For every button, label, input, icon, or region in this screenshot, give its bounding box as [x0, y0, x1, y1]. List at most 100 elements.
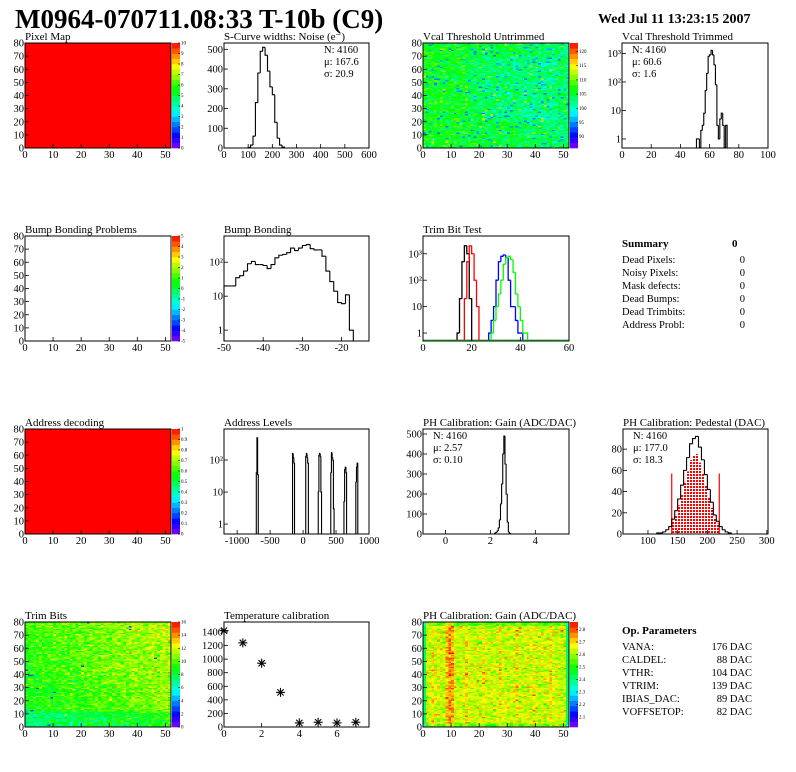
- heatmap-cell: [487, 129, 491, 132]
- heatmap-cell: [493, 123, 497, 125]
- heatmap-cell: [434, 119, 438, 121]
- heatmap-cell: [465, 50, 469, 53]
- heatmap-cell: [524, 109, 528, 112]
- heatmap-cell: [554, 66, 559, 69]
- heatmap-cell: [490, 112, 494, 115]
- heatmap-cell: [557, 115, 561, 117]
- heatmap-cell: [532, 87, 536, 90]
- heatmap-cell: [487, 60, 491, 62]
- heatmap-cell: [504, 144, 508, 146]
- heatmap-cell: [532, 52, 536, 54]
- heatmap-cell: [538, 109, 542, 112]
- heatmap-cell: [437, 91, 441, 94]
- heatmap-cell: [557, 58, 561, 61]
- heatmap-cell: [543, 117, 547, 120]
- histogram-bin: [262, 46, 266, 52]
- heatmap-cell: [456, 96, 460, 99]
- heatmap-cell: [423, 77, 427, 79]
- heatmap-cell: [470, 74, 474, 77]
- heatmap-cell: [437, 94, 441, 96]
- heatmap-cell: [535, 79, 539, 82]
- heatmap-cell: [479, 69, 483, 71]
- heatmap-cell: [493, 85, 497, 87]
- heatmap-cell: [451, 134, 455, 137]
- heatmap-cell: [563, 44, 567, 46]
- heatmap-cell: [543, 121, 547, 124]
- heatmap-cell: [507, 48, 511, 50]
- y-tick-label: 40: [612, 487, 623, 498]
- heatmap-cell: [434, 67, 438, 70]
- heatmap-cell: [552, 94, 556, 96]
- heatmap-cell: [560, 74, 564, 77]
- y-tick-label: 50: [14, 78, 25, 89]
- heatmap-cell: [425, 64, 429, 66]
- heatmap-cell: [507, 91, 511, 94]
- heatmap-cell: [465, 106, 469, 108]
- heatmap-cell: [25, 644, 29, 646]
- heatmap-cell: [462, 134, 466, 137]
- heatmap-cell: [456, 109, 460, 112]
- heatmap-cell: [473, 100, 477, 103]
- heatmap-cell: [456, 145, 460, 147]
- heatmap-cell: [510, 53, 514, 56]
- heatmap-cell: [566, 65, 570, 67]
- heatmap-cell: [465, 109, 469, 112]
- heatmap-cell: [456, 54, 460, 57]
- heatmap-cell: [423, 49, 427, 52]
- heatmap-cell: [484, 79, 488, 82]
- heatmap-cell: [521, 60, 525, 62]
- heatmap-cell: [557, 109, 561, 112]
- heatmap-cell: [554, 87, 559, 90]
- colorbar-band: [570, 137, 578, 144]
- heatmap-cell: [451, 90, 455, 92]
- heatmap-cell: [467, 77, 472, 79]
- heatmap-cell: [476, 49, 480, 52]
- heatmap-cell: [532, 67, 536, 70]
- heatmap-cell: [524, 140, 528, 142]
- heatmap-cell: [554, 100, 559, 103]
- heatmap-cell: [535, 100, 539, 103]
- heatmap-cell: [428, 102, 432, 104]
- heatmap-cell: [428, 142, 432, 145]
- heatmap-cell: [453, 121, 457, 124]
- heatmap-cell: [428, 60, 432, 62]
- heatmap-cell: [25, 670, 29, 673]
- heatmap-cell: [507, 137, 511, 140]
- heatmap-cell: [543, 57, 547, 60]
- heatmap-cell: [456, 134, 460, 137]
- heatmap-cell: [437, 109, 441, 112]
- heatmap-cell: [493, 56, 497, 58]
- heatmap-cell: [535, 127, 539, 129]
- heatmap-cell: [476, 85, 480, 87]
- heatmap-cell: [467, 81, 472, 83]
- heatmap-cell: [462, 44, 466, 46]
- heatmap-cell: [431, 50, 435, 53]
- heatmap-cell: [496, 90, 500, 92]
- summary-value: 0: [740, 294, 745, 305]
- heatmap-cell: [543, 60, 547, 62]
- heatmap-cell: [484, 67, 488, 70]
- heatmap-cell: [535, 132, 539, 134]
- heatmap-cell: [526, 48, 530, 50]
- heatmap-cell: [453, 66, 457, 69]
- heatmap-cell: [473, 116, 477, 119]
- heatmap-cell: [526, 79, 530, 82]
- histogram-bin: [466, 261, 470, 299]
- heatmap-cell: [535, 46, 539, 49]
- heatmap-cell: [439, 134, 443, 137]
- heatmap-cell: [532, 48, 536, 50]
- heatmap-cell: [470, 140, 474, 142]
- histogram-bin: [223, 285, 228, 341]
- heatmap-cell: [448, 116, 452, 119]
- heatmap-cell: [456, 106, 460, 108]
- heatmap-cell: [423, 102, 427, 104]
- heatmap-cell: [493, 58, 497, 61]
- heatmap-cell: [439, 130, 443, 133]
- heatmap-cell: [510, 146, 514, 149]
- heatmap-cell: [501, 127, 505, 129]
- heatmap-cell: [428, 48, 432, 50]
- heatmap-cell: [467, 132, 472, 134]
- heatmap-cell: [501, 79, 505, 82]
- heatmap-cell: [549, 120, 553, 123]
- heatmap-cell: [521, 112, 525, 115]
